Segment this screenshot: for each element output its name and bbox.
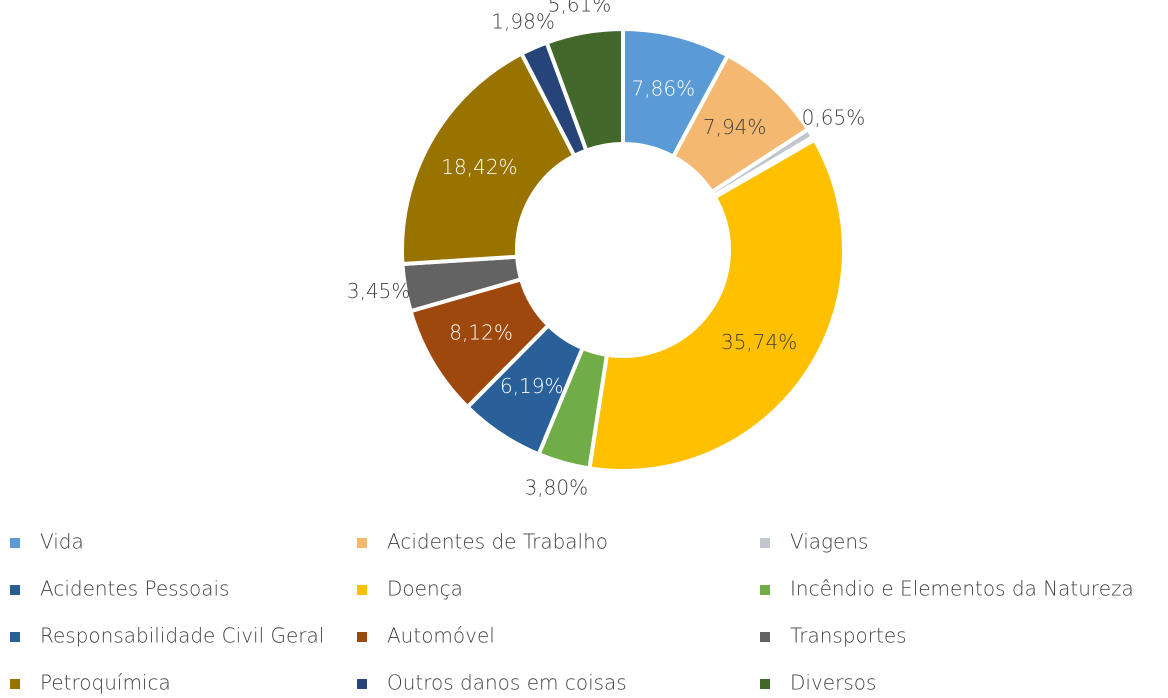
legend-swatch: [357, 679, 367, 689]
legend-swatch: [760, 585, 770, 595]
donut-segment: [544, 26, 625, 154]
legend-label: Acidentes de Trabalho: [387, 530, 608, 554]
data-label: 0,65%: [802, 105, 866, 129]
legend-swatch: [10, 585, 20, 595]
legend-swatch: [357, 585, 367, 595]
legend-label: Vida: [40, 530, 84, 554]
legend-swatch: [357, 538, 367, 548]
legend-label: Diversos: [790, 671, 876, 695]
legend-label: Automóvel: [387, 624, 495, 648]
legend-label: Responsabilidade Civil Geral: [40, 624, 324, 648]
data-label: 3,45%: [347, 279, 411, 303]
legend-swatch: [760, 538, 770, 548]
legend-label: Petroquímica: [40, 671, 171, 695]
donut-segment: [587, 137, 846, 473]
legend-swatch: [10, 632, 20, 642]
data-label: 7,94%: [703, 115, 767, 139]
legend-label: Transportes: [790, 624, 907, 648]
legend-label: Outros danos em coisas: [387, 671, 627, 695]
data-label: 3,80%: [525, 475, 589, 499]
donut-segment: [400, 50, 578, 267]
data-label: 8,12%: [449, 321, 513, 345]
legend-label: Acidentes Pessoais: [40, 577, 229, 601]
legend-label: Doença: [387, 577, 463, 601]
legend-swatch: [10, 679, 20, 689]
legend-label: Viagens: [790, 530, 868, 554]
legend-swatch: [10, 538, 20, 548]
legend-swatch: [760, 632, 770, 642]
data-label: 7,86%: [632, 77, 696, 101]
data-label: 35,74%: [721, 330, 797, 354]
legend-label: Incêndio e Elementos da Natureza: [790, 577, 1134, 601]
data-label: 18,42%: [441, 155, 517, 179]
data-label: 5,61%: [548, 0, 612, 16]
legend-swatch: [760, 679, 770, 689]
data-label: 6,19%: [500, 374, 564, 398]
data-label: 1,98%: [491, 10, 555, 34]
legend-swatch: [357, 632, 367, 642]
